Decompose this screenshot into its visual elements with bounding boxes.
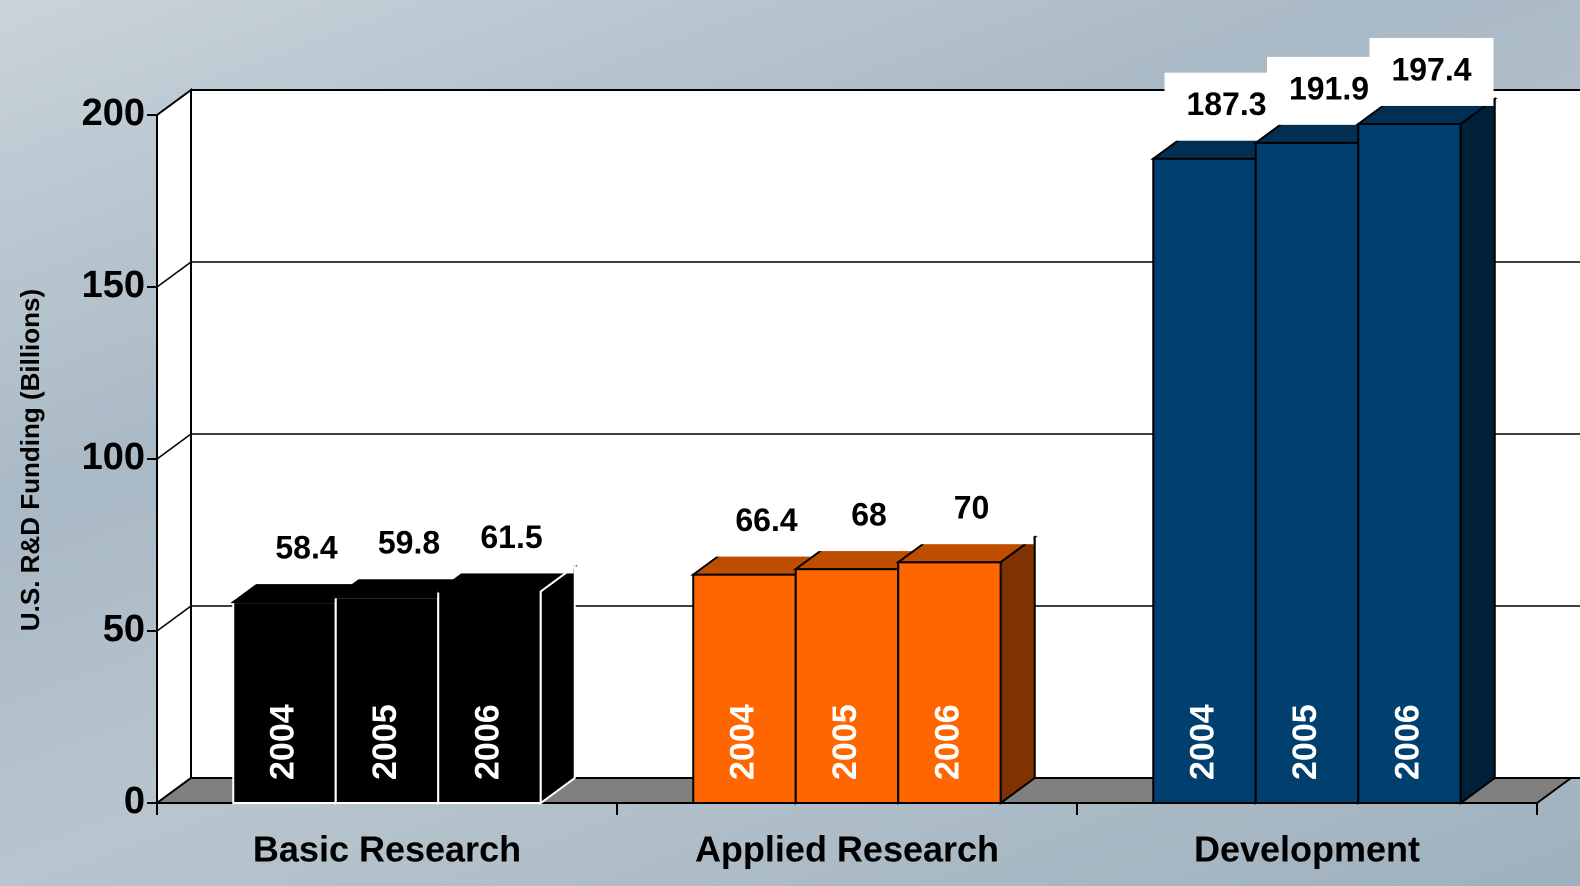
bar-front xyxy=(1254,141,1360,804)
grid-line-side xyxy=(156,89,192,116)
value-label-box xyxy=(449,505,574,574)
bar-front xyxy=(692,573,797,804)
grid-line-side xyxy=(156,605,192,632)
value-label: 66.4 xyxy=(735,502,797,538)
y-tick-label: 50 xyxy=(103,608,145,650)
x-tick-label: Applied Research xyxy=(695,829,999,870)
bar-year-label: 2004 xyxy=(1183,704,1221,780)
grid-line-side xyxy=(156,433,192,460)
value-label: 197.4 xyxy=(1391,51,1471,87)
bar-year-label: 2005 xyxy=(826,704,864,780)
bar-year-label: 2005 xyxy=(366,704,404,780)
bar-side xyxy=(999,535,1036,805)
value-label: 191.9 xyxy=(1289,70,1369,106)
grid-line-side xyxy=(156,261,192,288)
bar-front xyxy=(794,568,900,805)
value-label: 187.3 xyxy=(1186,86,1266,122)
y-tick-label: 100 xyxy=(82,436,145,478)
bar-year-label: 2006 xyxy=(468,704,506,780)
bar-front xyxy=(232,601,337,804)
bar-year-label: 2005 xyxy=(1286,704,1324,780)
value-label-box xyxy=(909,476,1034,545)
value-label-box xyxy=(1369,37,1494,106)
bar-side xyxy=(539,564,576,805)
y-tick-label: 150 xyxy=(82,264,145,306)
value-label: 59.8 xyxy=(378,525,440,561)
bar-front xyxy=(1357,122,1462,805)
value-label: 61.5 xyxy=(480,519,542,555)
y-tick-label: 200 xyxy=(82,92,145,134)
x-tick-label: Development xyxy=(1194,829,1420,870)
value-label: 68 xyxy=(851,497,887,533)
value-label: 70 xyxy=(954,490,990,526)
bar xyxy=(895,535,1038,805)
bar xyxy=(1355,96,1498,805)
bar-year-label: 2004 xyxy=(723,704,761,780)
y-tick-label: 0 xyxy=(124,780,145,822)
x-tick-label: Basic Research xyxy=(253,829,521,870)
value-label: 58.4 xyxy=(275,530,337,566)
y-axis-title: U.S. R&D Funding (Billions) xyxy=(15,289,45,631)
bar-front xyxy=(437,590,542,804)
bar-year-label: 2006 xyxy=(1388,704,1426,780)
bar-year-label: 2006 xyxy=(928,704,966,780)
bar xyxy=(435,564,578,805)
bar-year-label: 2004 xyxy=(263,704,301,780)
bar-side xyxy=(1459,96,1496,805)
